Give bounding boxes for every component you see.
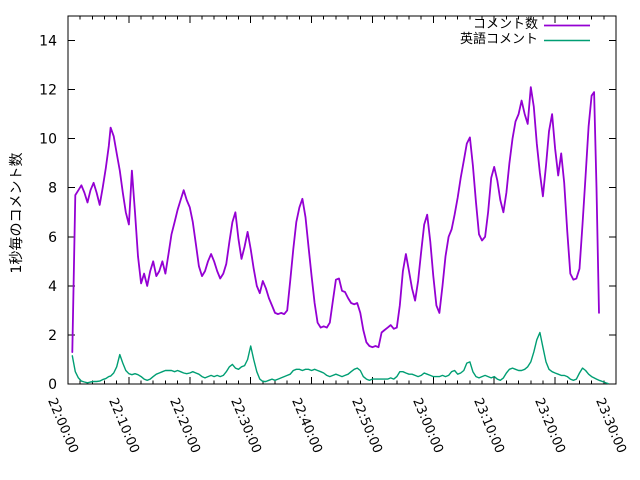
y-tick-label: 8 — [48, 181, 57, 197]
series-comments — [71, 86, 600, 354]
y-tick-label: 2 — [48, 328, 57, 344]
axis-ticks — [67, 16, 617, 385]
y-tick-labels: 0 2 4 6 8 10 12 14 — [39, 34, 57, 393]
y-tick-label: 6 — [48, 230, 57, 246]
y-tick-label: 14 — [39, 34, 57, 50]
y-tick-label: 12 — [39, 83, 57, 99]
y-tick-label: 10 — [39, 132, 57, 148]
series-english-comments — [71, 331, 609, 385]
y-tick-label: 0 — [48, 377, 57, 393]
y-tick-label: 4 — [48, 279, 57, 295]
plot-border — [67, 15, 617, 385]
y-axis-title: 1秒毎のコメント数 — [9, 152, 25, 274]
legend-label-english-comments: 英語コメント — [459, 32, 538, 47]
legend-label-comments: コメント数 — [472, 17, 538, 32]
